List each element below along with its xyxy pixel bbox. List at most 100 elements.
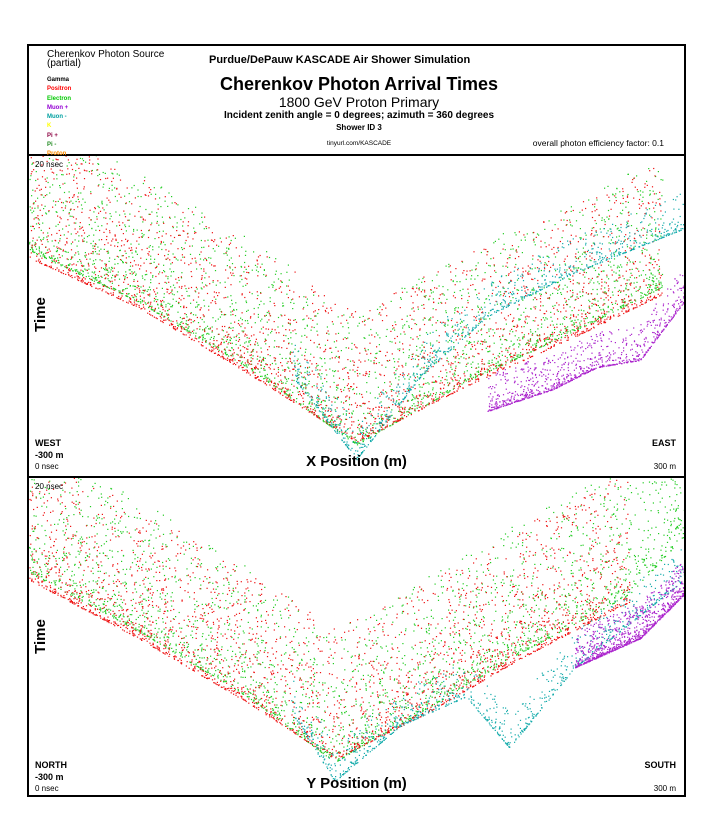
data-point — [480, 329, 482, 331]
data-point — [508, 257, 510, 259]
data-point — [269, 355, 271, 357]
data-point — [531, 278, 533, 280]
data-point — [80, 227, 82, 229]
data-point — [440, 380, 442, 382]
data-point — [628, 214, 630, 216]
data-point — [201, 341, 203, 343]
data-point — [248, 337, 250, 339]
data-point — [244, 296, 246, 299]
data-point — [652, 201, 654, 203]
data-point — [314, 410, 317, 412]
data-point — [560, 333, 563, 335]
data-point — [208, 333, 210, 335]
data-point — [35, 248, 38, 250]
data-point — [75, 162, 77, 164]
data-point — [334, 397, 336, 399]
data-point — [162, 299, 164, 302]
data-point — [499, 303, 502, 305]
data-point — [251, 363, 253, 365]
data-point — [659, 191, 661, 193]
data-point — [611, 309, 613, 311]
data-point — [524, 320, 526, 322]
data-point — [208, 257, 210, 259]
data-point — [295, 370, 297, 372]
data-point — [291, 362, 293, 364]
data-point — [450, 393, 452, 395]
data-point — [432, 298, 434, 300]
data-point — [259, 356, 261, 358]
data-point — [640, 295, 642, 297]
data-point — [36, 253, 38, 255]
data-point — [586, 330, 588, 332]
data-point — [513, 357, 515, 359]
data-point — [162, 221, 164, 223]
data-point — [340, 388, 342, 391]
data-point — [560, 311, 562, 313]
data-point — [480, 373, 482, 375]
data-point — [524, 322, 526, 324]
data-point — [634, 261, 636, 263]
data-point — [42, 156, 44, 157]
data-point — [292, 298, 294, 300]
data-point — [462, 353, 464, 355]
data-point — [476, 375, 478, 377]
data-point — [579, 272, 581, 274]
data-point — [347, 436, 349, 438]
data-point — [556, 323, 558, 325]
data-point — [305, 388, 307, 390]
data-point — [434, 349, 436, 351]
data-point — [398, 399, 400, 401]
data-point — [400, 414, 402, 416]
legend-item: Muon + — [47, 104, 69, 111]
data-point — [544, 343, 547, 345]
data-point — [612, 193, 614, 195]
data-point — [649, 190, 651, 192]
data-point — [260, 380, 262, 382]
data-point — [597, 318, 599, 320]
data-point — [596, 197, 598, 199]
data-point — [454, 361, 456, 363]
data-point — [250, 360, 253, 362]
data-point — [69, 263, 71, 265]
data-point — [631, 274, 633, 276]
data-point — [577, 329, 579, 331]
data-point — [553, 246, 555, 249]
data-point — [469, 336, 471, 338]
data-point — [280, 379, 282, 381]
data-point — [98, 270, 101, 273]
data-point — [490, 369, 492, 371]
data-point — [84, 170, 86, 172]
data-point — [108, 287, 111, 289]
data-point — [268, 346, 270, 348]
data-point — [488, 295, 490, 297]
data-point — [308, 380, 310, 382]
data-point — [137, 280, 139, 282]
data-point — [583, 318, 585, 320]
data-point — [545, 246, 547, 248]
data-point — [457, 361, 459, 364]
data-point — [331, 418, 333, 420]
data-point — [620, 291, 622, 293]
data-point — [393, 399, 395, 401]
data-point — [84, 256, 87, 258]
data-point — [344, 418, 347, 420]
data-point — [387, 419, 389, 421]
data-point — [512, 325, 515, 327]
data-point — [269, 300, 271, 303]
data-point — [255, 377, 257, 380]
data-point — [46, 194, 48, 196]
data-point — [341, 431, 343, 433]
data-point — [268, 310, 270, 312]
data-point — [381, 303, 384, 305]
data-point — [554, 256, 557, 258]
data-point — [448, 363, 450, 365]
data-point — [39, 209, 41, 211]
data-point — [245, 369, 247, 371]
data-point — [155, 293, 157, 295]
data-point — [91, 173, 93, 175]
data-point — [73, 174, 75, 176]
legend-item: Muon - — [47, 114, 67, 121]
data-point — [31, 212, 33, 214]
data-point — [631, 303, 633, 306]
data-point — [242, 346, 244, 348]
